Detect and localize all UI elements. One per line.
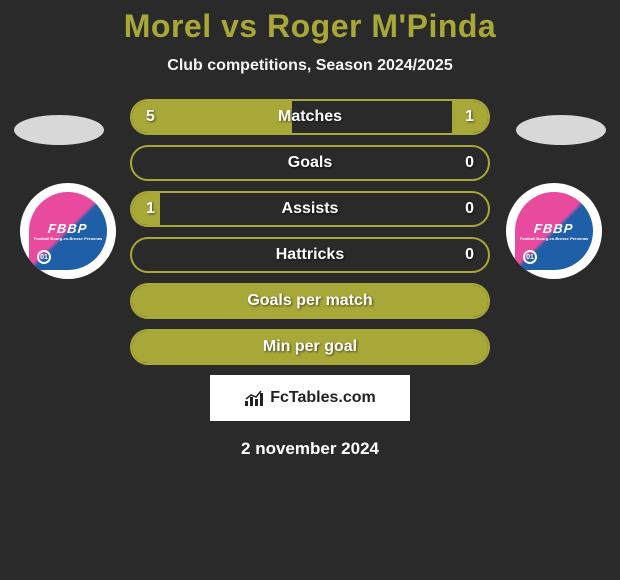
player-oval-right	[516, 115, 606, 145]
page-title: Morel vs Roger M'Pinda	[0, 8, 620, 45]
date-label: 2 november 2024	[0, 439, 620, 459]
club-badge-right-inner: FBBP Football Bourg-en-Bresse Péronnas 0…	[515, 192, 593, 270]
content-area: FBBP Football Bourg-en-Bresse Péronnas 0…	[0, 99, 620, 459]
badge-left-text: FBBP	[48, 221, 89, 236]
stat-label: Min per goal	[132, 338, 488, 356]
stat-label: Hattricks	[132, 246, 488, 264]
stat-row: 51Matches	[130, 99, 490, 135]
stat-row: 0Goals	[130, 145, 490, 181]
root: Morel vs Roger M'Pinda Club competitions…	[0, 0, 620, 459]
stat-row: 0Hattricks	[130, 237, 490, 273]
watermark: FcTables.com	[210, 375, 410, 421]
watermark-text: FcTables.com	[270, 389, 376, 407]
badge-right-sub: Football Bourg-en-Bresse Péronnas	[520, 237, 588, 241]
badge-left-circle: 01	[37, 250, 51, 264]
club-badge-left-inner: FBBP Football Bourg-en-Bresse Péronnas 0…	[29, 192, 107, 270]
stats-bars: 51Matches 0Goals 10Assists 0Hattricks Goals …	[130, 99, 490, 365]
badge-right-text: FBBP	[534, 221, 575, 236]
player-oval-left	[14, 115, 104, 145]
club-badge-right: FBBP Football Bourg-en-Bresse Péronnas 0…	[506, 183, 602, 279]
page-subtitle: Club competitions, Season 2024/2025	[0, 57, 620, 75]
stat-label: Goals	[132, 154, 488, 172]
chart-icon	[244, 389, 266, 407]
stat-label: Assists	[132, 200, 488, 218]
club-badge-left: FBBP Football Bourg-en-Bresse Péronnas 0…	[20, 183, 116, 279]
stat-label: Goals per match	[132, 292, 488, 310]
stat-row: Goals per match	[130, 283, 490, 319]
stat-row: Min per goal	[130, 329, 490, 365]
badge-right-circle: 01	[523, 250, 537, 264]
stat-label: Matches	[132, 108, 488, 126]
badge-left-sub: Football Bourg-en-Bresse Péronnas	[34, 237, 102, 241]
stat-row: 10Assists	[130, 191, 490, 227]
